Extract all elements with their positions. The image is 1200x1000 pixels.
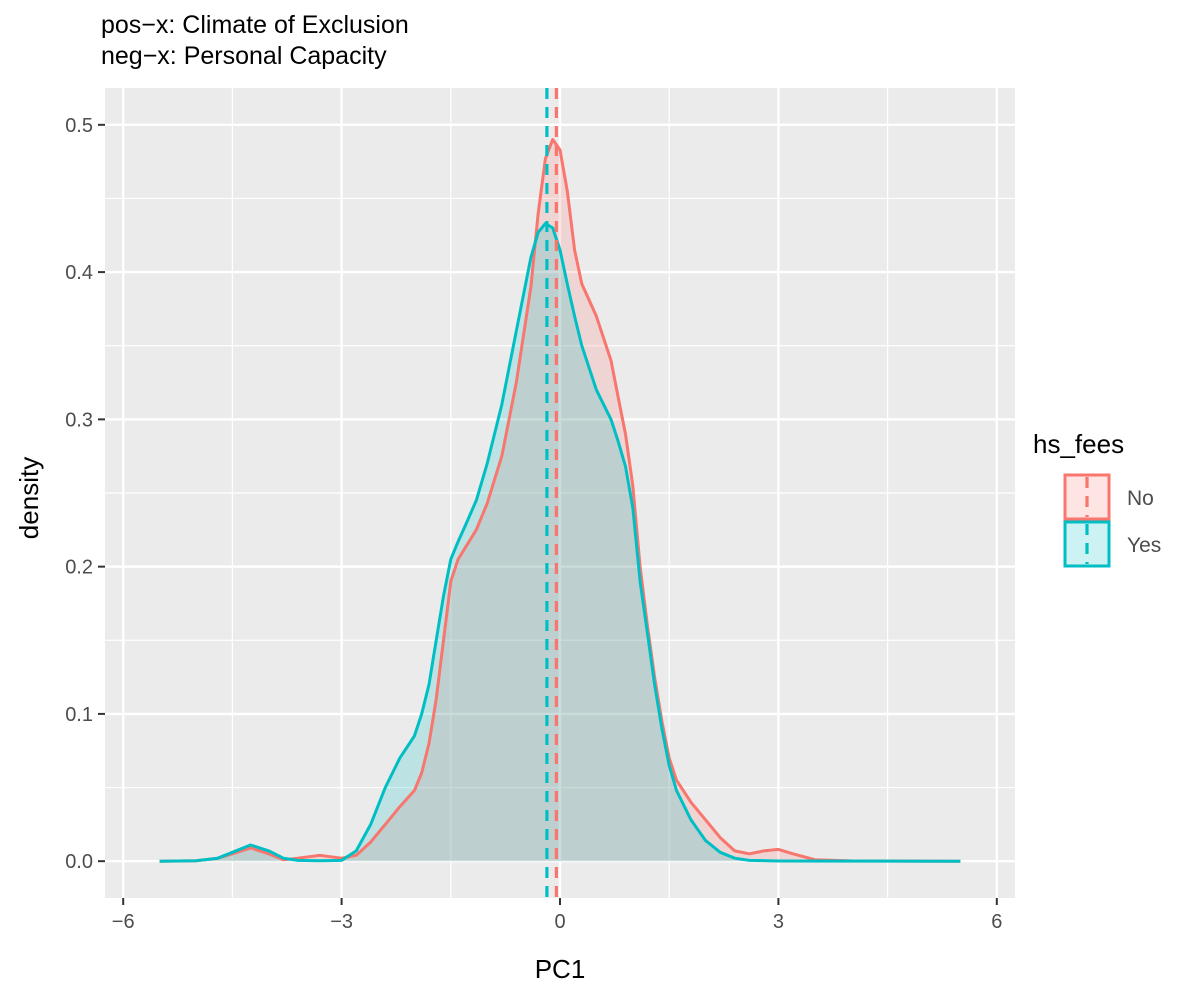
title-line-1: pos−x: Climate of Exclusion [101, 11, 409, 39]
density-areas [159, 139, 961, 862]
chart-title: pos−x: Climate of Exclusion neg−x: Perso… [101, 11, 409, 70]
density-lines [159, 138, 961, 863]
mean-lines [545, 88, 558, 898]
legend-key-no [1063, 473, 1111, 521]
y-tick-label: 0.1 [65, 704, 93, 726]
legend-label-no: No [1127, 487, 1154, 510]
legend-title: hs_fees [1033, 429, 1124, 459]
y-tick-label: 0.0 [65, 851, 93, 873]
grid-major [105, 88, 1015, 898]
x-tick-label: 3 [773, 911, 784, 933]
density-area-yes [159, 223, 961, 862]
title-line-2: neg−x: Personal Capacity [101, 42, 387, 70]
y-tick-label: 0.3 [65, 409, 93, 431]
y-axis: 0.0 0.1 0.2 0.3 0.4 0.5 [65, 115, 105, 873]
x-tick-label: 0 [554, 911, 565, 933]
density-line-yes [159, 222, 961, 863]
x-tick-label: 6 [991, 911, 1002, 933]
legend-key-yes [1063, 520, 1111, 568]
x-axis-title: PC1 [535, 954, 586, 984]
y-tick-label: 0.5 [65, 115, 93, 137]
legend-label-yes: Yes [1127, 534, 1161, 557]
y-axis-title: density [14, 457, 44, 539]
x-tick-label: −3 [330, 911, 353, 933]
density-area-no [159, 139, 961, 862]
y-tick-label: 0.4 [65, 262, 93, 284]
y-tick-label: 0.2 [65, 557, 93, 579]
legend: hs_fees No Yes [1033, 429, 1161, 568]
x-tick-label: −6 [112, 911, 135, 933]
x-axis: −6 −3 0 3 6 [112, 898, 1002, 933]
